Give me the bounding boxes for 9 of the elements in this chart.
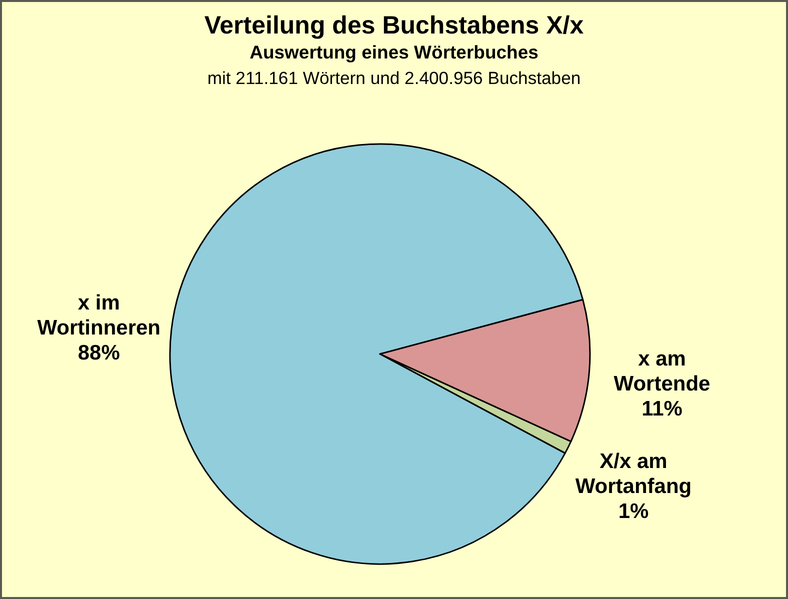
slice-label: x im Wortinneren <box>37 292 161 340</box>
slice-label: x am Wortende <box>614 348 710 396</box>
chart-subtitle: Auswertung eines Wörterbuches <box>250 42 538 62</box>
slice-label: X/x am Wortanfang <box>575 450 692 498</box>
text: mit 211.161 Wörtern und 2.400.956 Buchstaben <box>207 68 581 88</box>
data-label: 11% <box>642 398 683 421</box>
chart-title: Verteilung des Buchstabens X/x <box>204 12 584 40</box>
data-label: 1% <box>618 500 650 523</box>
data-label: 88% <box>78 342 120 365</box>
